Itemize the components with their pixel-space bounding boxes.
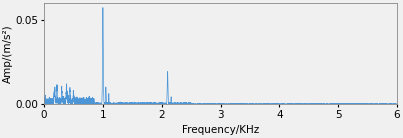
Y-axis label: Amp/(m/s²): Amp/(m/s²) (3, 24, 13, 83)
X-axis label: Frequency/KHz: Frequency/KHz (182, 125, 259, 135)
